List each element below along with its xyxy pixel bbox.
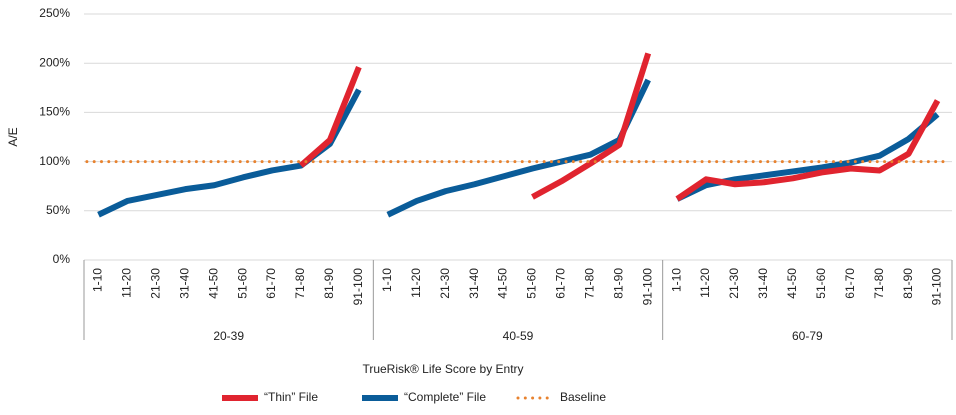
x-tick-label: 21-30	[727, 268, 741, 299]
x-tick-label: 1-10	[91, 268, 105, 292]
legend-label: “Thin” File	[264, 390, 318, 404]
x-tick-label: 11-20	[120, 268, 134, 298]
group-label: 40-59	[503, 329, 534, 343]
x-tick-label: 21-30	[149, 268, 163, 299]
x-tick-label: 31-40	[467, 268, 481, 299]
series-line	[386, 78, 651, 218]
x-tick-label: 41-50	[496, 268, 510, 299]
y-tick-label: 150%	[39, 105, 70, 119]
x-tick-label: 61-70	[554, 268, 568, 299]
legend-label: Baseline	[560, 390, 606, 404]
x-tick-label: 71-80	[293, 268, 307, 299]
x-tick-label: 51-60	[235, 268, 249, 299]
x-tick-label: 51-60	[525, 268, 539, 299]
y-axis-title: A/E	[6, 127, 20, 146]
x-tick-label: 31-40	[177, 268, 191, 299]
y-tick-label: 50%	[46, 203, 70, 217]
x-tick-label: 11-20	[698, 268, 712, 298]
x-tick-label: 91-100	[930, 268, 944, 306]
group-label: 60-79	[792, 329, 823, 343]
x-tick-label: 31-40	[756, 268, 770, 299]
x-tick-label: 81-90	[322, 268, 336, 299]
y-tick-label: 200%	[39, 55, 70, 69]
x-tick-label: 51-60	[814, 268, 828, 299]
x-tick-label: 61-70	[264, 268, 278, 299]
x-tick-label: 41-50	[785, 268, 799, 299]
y-tick-label: 100%	[39, 154, 70, 168]
x-tick-label: 1-10	[669, 268, 683, 292]
y-tick-label: 250%	[39, 6, 70, 20]
y-tick-label: 0%	[53, 252, 71, 266]
group-label: 20-39	[213, 329, 244, 343]
x-tick-label: 81-90	[611, 268, 625, 299]
x-axis-title: TrueRisk® Life Score by Entry	[362, 362, 523, 376]
series-line	[675, 99, 941, 202]
x-tick-label: 1-10	[380, 268, 394, 292]
x-tick-label: 11-20	[409, 268, 423, 298]
x-tick-label: 71-80	[583, 268, 597, 299]
x-tick-label: 41-50	[206, 268, 220, 299]
x-tick-label: 21-30	[438, 268, 452, 299]
series-line	[531, 52, 652, 200]
x-tick-label: 91-100	[351, 268, 365, 306]
x-tick-label: 91-100	[640, 268, 654, 306]
x-tick-label: 71-80	[872, 268, 886, 299]
series-line	[299, 66, 362, 168]
x-tick-label: 81-90	[901, 268, 915, 299]
x-tick-label: 61-70	[843, 268, 857, 299]
legend-label: “Complete” File	[404, 390, 486, 404]
